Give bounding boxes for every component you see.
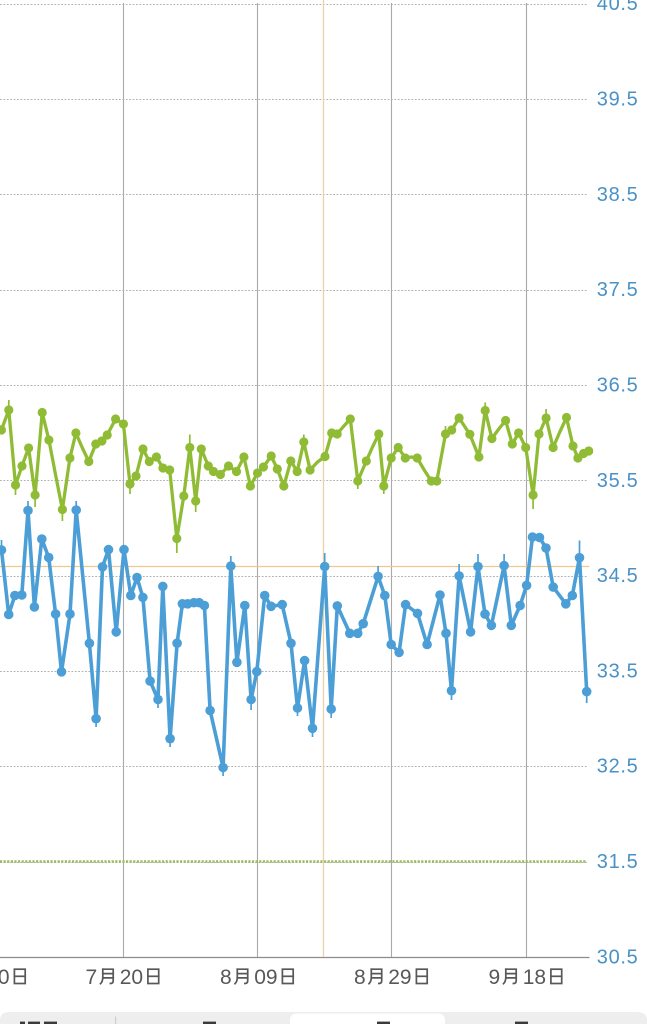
svg-text:33.5: 33.5	[597, 660, 639, 682]
svg-text:8: 8	[220, 966, 232, 989]
svg-text:8: 8	[354, 966, 366, 989]
svg-text:09: 09	[254, 966, 277, 989]
svg-text:29: 29	[388, 966, 411, 989]
svg-text:9: 9	[489, 966, 501, 989]
svg-text:30: 30	[0, 966, 10, 989]
svg-text:40.5: 40.5	[597, 0, 639, 15]
svg-text:36.5: 36.5	[597, 374, 639, 396]
svg-text:38.5: 38.5	[597, 184, 639, 206]
svg-text:7: 7	[86, 966, 98, 989]
svg-text:20: 20	[120, 966, 143, 989]
svg-text:34.5: 34.5	[597, 565, 639, 587]
svg-text:32.5: 32.5	[597, 756, 639, 778]
svg-text:39.5: 39.5	[597, 88, 639, 110]
svg-text:30.5: 30.5	[597, 946, 639, 968]
svg-text:31.5: 31.5	[597, 851, 639, 873]
svg-text:35.5: 35.5	[597, 470, 639, 492]
svg-text:18: 18	[523, 966, 546, 989]
svg-text:37.5: 37.5	[597, 279, 639, 301]
